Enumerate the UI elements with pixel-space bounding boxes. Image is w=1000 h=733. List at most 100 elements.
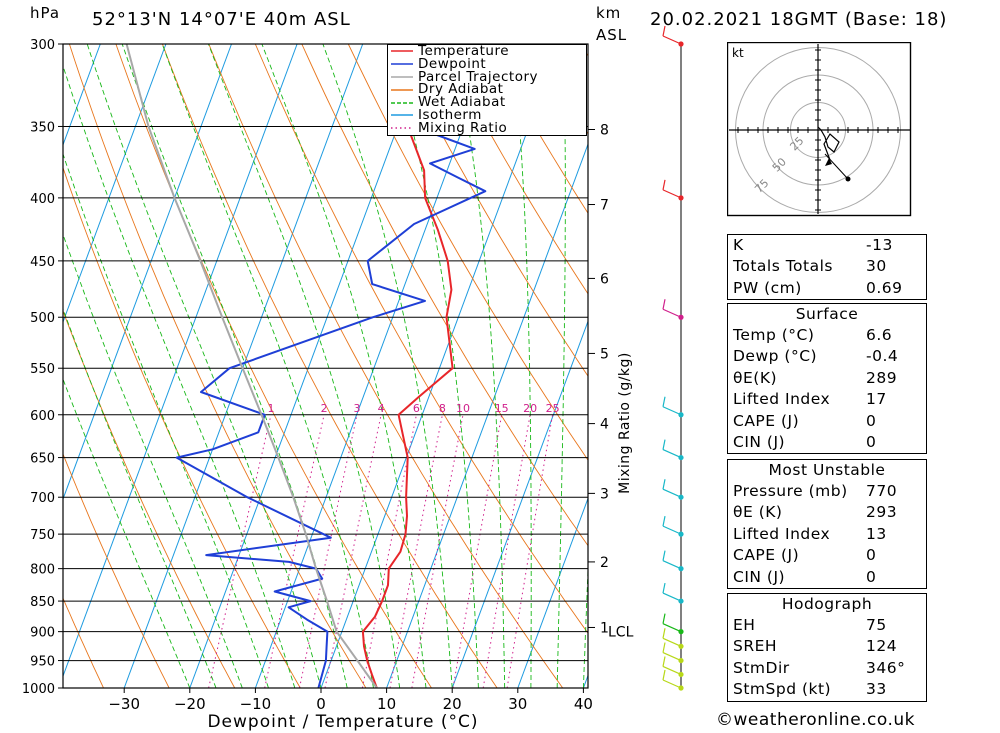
legend-swatch [391, 50, 413, 53]
mixing-ratio-label: 25 [546, 402, 560, 415]
row-label: Lifted Index [733, 390, 831, 409]
temperature-tick-label: 20 [443, 695, 462, 713]
temperature-tick-label: 40 [574, 695, 593, 713]
table-title: Hodograph [781, 595, 873, 613]
wind-barb-flag [662, 516, 666, 527]
wind-barb-flag [662, 669, 666, 681]
legend-label: Dewpoint [418, 55, 487, 72]
wet-adiabat-line [388, 44, 479, 688]
table-row: CAPE (J) 0 [728, 411, 926, 432]
km-tick-label: 6 [600, 271, 609, 287]
surface-table: Surface Temp (°C) 6.6 Dewp (°C) -0.4 θE(K) 289… [727, 303, 927, 455]
row-label: Pressure (mb) [733, 482, 848, 500]
plot-frame [62, 43, 589, 689]
pressure-tick-label: 450 [30, 255, 55, 270]
legend: Temperature Dewpoint Parcel Trajectory Dry … [387, 44, 587, 136]
table-row: θE (K) 293 [728, 502, 926, 523]
temperature-tick-label: 10 [377, 695, 396, 713]
pressure-tick-label: 400 [30, 192, 55, 207]
pressure-tick-label: 600 [30, 409, 55, 424]
wind-barb [662, 560, 682, 570]
wind-barb [662, 189, 682, 199]
wind-barb [662, 406, 682, 416]
isotherm-line [517, 497, 588, 688]
x-axis-title: Dewpoint / Temperature (°C) [207, 712, 478, 732]
row-value: 30 [866, 257, 887, 276]
km-tick-label: 2 [600, 555, 609, 571]
table-row: SREH 124 [728, 636, 926, 657]
mixing-ratio-line [506, 414, 554, 688]
parcel-trajectory-series [125, 44, 378, 688]
row-value: 75 [866, 616, 887, 634]
table-row: Temp (°C) 6.6 [728, 325, 926, 346]
km-tick-label: 1 [600, 620, 609, 636]
table-row: Lifted Index 13 [728, 524, 926, 545]
dewpoint-series [175, 44, 554, 688]
location-title: 52°13'N 14°07'E 40m ASL [92, 9, 351, 30]
table-row: StmSpd (kt) 33 [728, 679, 926, 700]
legend-label: Dry Adiabat [418, 81, 504, 98]
wet-adiabat-line [512, 44, 532, 688]
wind-barb-flag [662, 179, 666, 190]
row-label: CIN (J) [733, 567, 786, 586]
legend-label: Isotherm [418, 106, 482, 123]
wind-barb-flag [662, 582, 666, 594]
legend-swatch [391, 76, 413, 78]
mixing-ratio-label: 2 [321, 402, 328, 415]
mixing-ratio-label: 3 [354, 402, 361, 415]
row-value: 0 [866, 546, 877, 565]
hpa-unit-label: hPa [30, 4, 61, 22]
mixing-ratio-line [482, 414, 531, 688]
wind-barb-flag [662, 439, 666, 450]
legend-item: Isotherm [388, 106, 586, 123]
legend-item: Temperature [388, 43, 586, 59]
wind-barb [662, 35, 682, 45]
row-value: 6.6 [866, 326, 893, 344]
row-label: SREH [733, 637, 778, 656]
row-value: -0.4 [866, 347, 899, 366]
wind-barb [662, 637, 682, 647]
wet-adiabat-line [322, 44, 453, 688]
dry-adiabat-line [161, 44, 498, 688]
pressure-tick-label: 700 [30, 491, 55, 506]
wind-barb [662, 665, 682, 676]
dry-adiabat-line [953, 44, 1000, 688]
pressure-tick-label: 300 [30, 38, 55, 53]
temperature-tick-label: −30 [108, 695, 140, 713]
dry-adiabat-line [68, 44, 367, 688]
isotherm-line [320, 44, 560, 688]
legend-item: Dry Adiabat [388, 83, 586, 96]
pressure-tick-label: 900 [30, 626, 55, 641]
legend-label: Wet Adiabat [418, 94, 506, 111]
credit-text: ©weatheronline.co.uk [716, 710, 916, 730]
temperature-tick-label: 30 [508, 695, 527, 713]
mixing-ratio-line [324, 414, 382, 688]
wind-level-dot [678, 671, 684, 678]
row-label: θE(K) [733, 368, 778, 387]
km-tick-label: 4 [600, 417, 609, 433]
table-title: Surface [795, 305, 859, 323]
wet-adiabat-line [161, 44, 374, 688]
wind-level-dot [678, 531, 684, 537]
table-row: θE(K) 289 [728, 368, 926, 389]
legend-swatch [391, 63, 413, 65]
mixing-ratio-label: 15 [495, 402, 509, 415]
mixing-ratio-axis-title: Mixing Ratio (g/kg) [617, 352, 633, 494]
datetime-title: 20.02.2021 18GMT (Base: 18) [650, 9, 948, 30]
temperature-tick-label: 0 [316, 695, 326, 713]
wind-barb-flag [662, 396, 666, 407]
wind-barb [662, 652, 682, 662]
row-value: 0.69 [866, 278, 903, 297]
pressure-tick-label: 1000 [22, 682, 55, 697]
row-label: CAPE (J) [733, 546, 800, 565]
wind-barb [662, 449, 682, 459]
km-tick-label: 3 [600, 486, 609, 502]
km-unit-label: km [596, 4, 622, 22]
wind-barb-flag [662, 656, 666, 667]
km-tick-label: 8 [600, 123, 609, 139]
legend-label: Temperature [418, 43, 510, 59]
wind-barb [662, 525, 682, 535]
row-label: PW (cm) [733, 278, 802, 297]
